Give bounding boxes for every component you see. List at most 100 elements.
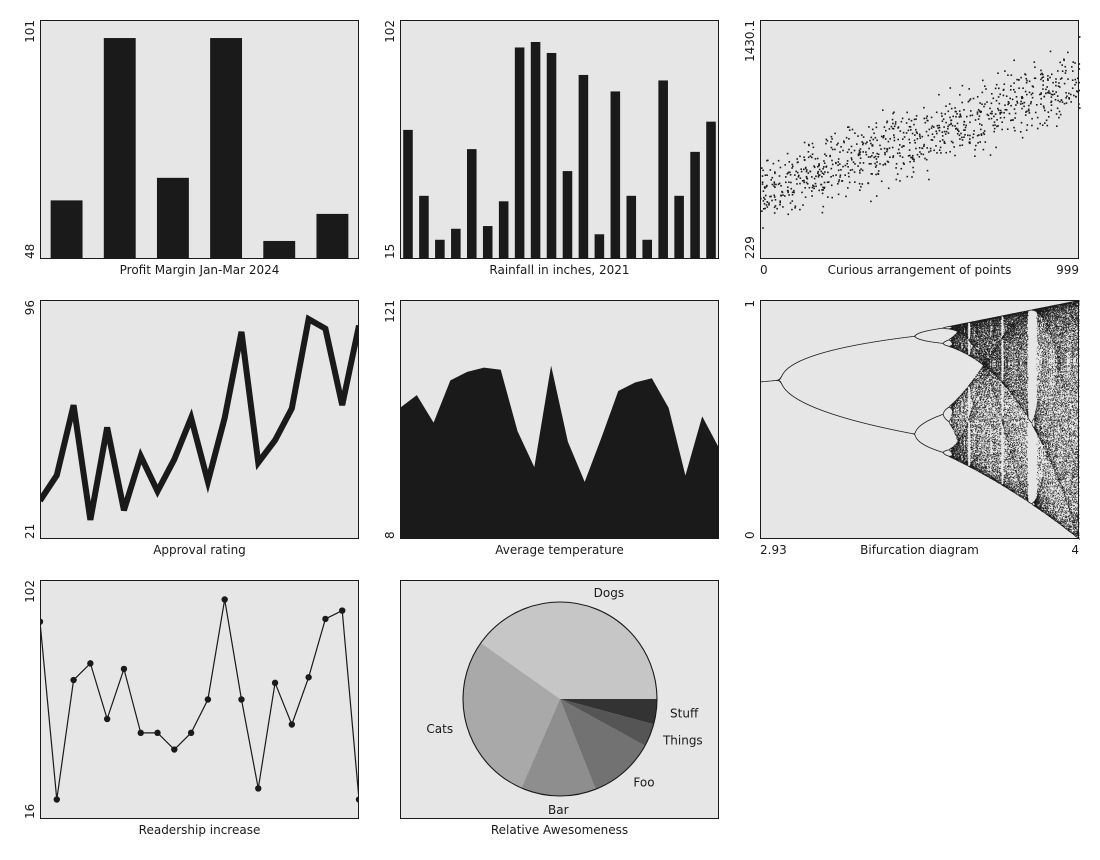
point (902, 162, 905, 164)
point (939, 140, 941, 143)
point (1001, 121, 1003, 123)
point (801, 191, 803, 194)
point (849, 169, 852, 171)
point (882, 136, 884, 139)
point (774, 186, 776, 188)
point (977, 118, 980, 120)
point (989, 112, 992, 115)
point (912, 166, 914, 169)
point (1005, 95, 1008, 97)
point (797, 176, 800, 178)
bar (316, 213, 349, 259)
point (859, 172, 861, 174)
point (1010, 104, 1012, 107)
point (1059, 78, 1062, 80)
point (865, 151, 867, 153)
point (929, 147, 932, 150)
bar (674, 195, 684, 259)
point (945, 121, 947, 124)
point (837, 164, 839, 166)
point (926, 115, 928, 117)
point (943, 130, 946, 133)
point (1030, 101, 1032, 103)
pie-slice-foo (560, 699, 646, 790)
point (1064, 72, 1067, 74)
point (995, 83, 998, 86)
point (813, 166, 816, 169)
point (1050, 96, 1053, 98)
point (940, 152, 942, 154)
point (775, 183, 777, 186)
point (848, 126, 850, 128)
point (854, 132, 856, 134)
point (1071, 87, 1074, 89)
point (1013, 108, 1016, 110)
y-tick-label: 229 (743, 236, 757, 259)
data-point (103, 715, 111, 723)
point (938, 93, 940, 96)
point (830, 167, 833, 170)
point (1010, 74, 1013, 76)
point (1007, 101, 1010, 103)
point (771, 183, 774, 186)
point (839, 151, 841, 153)
point (884, 153, 886, 156)
point (787, 191, 789, 194)
point (921, 135, 924, 138)
bar (530, 41, 541, 259)
point (997, 107, 999, 110)
point (869, 139, 871, 142)
point (1063, 102, 1066, 105)
point (1074, 78, 1077, 81)
point (886, 120, 889, 123)
point (959, 114, 962, 117)
chart-panel-4: 21 96 Approval rating (23, 300, 359, 557)
chart-panel-2: 15 102 Rainfall in inches, 2021 (383, 20, 719, 277)
point (871, 173, 873, 175)
point (850, 151, 853, 154)
point (1021, 102, 1024, 105)
point (813, 165, 815, 167)
point (770, 195, 772, 198)
point (786, 152, 789, 155)
point (779, 166, 782, 169)
point (913, 118, 916, 121)
point (1047, 111, 1050, 113)
point (982, 132, 985, 134)
point (977, 142, 979, 144)
point (825, 142, 827, 145)
data-point (305, 674, 312, 681)
point (933, 149, 935, 152)
point (976, 96, 979, 98)
point (895, 178, 898, 181)
y-tick-label: 121 (383, 300, 397, 323)
point (991, 110, 993, 113)
y-tick-label: 15 (383, 244, 397, 259)
point (907, 129, 910, 132)
point (915, 147, 917, 150)
point (989, 107, 991, 110)
point (870, 173, 873, 175)
point (831, 196, 833, 199)
point (960, 115, 962, 118)
point (862, 143, 864, 146)
point (794, 207, 796, 209)
point (989, 154, 992, 156)
point (766, 201, 769, 203)
point (1063, 82, 1066, 85)
point (796, 158, 798, 160)
point (766, 206, 769, 208)
point (913, 160, 915, 163)
point (1057, 70, 1059, 72)
point (896, 152, 899, 155)
point (996, 125, 998, 128)
pie-slice-dogs (480, 602, 657, 699)
point (905, 122, 908, 124)
point (785, 176, 787, 178)
point (1049, 50, 1052, 53)
point (868, 163, 871, 165)
point (900, 167, 903, 170)
point (822, 167, 824, 170)
point (1028, 91, 1031, 94)
point (1020, 76, 1022, 79)
